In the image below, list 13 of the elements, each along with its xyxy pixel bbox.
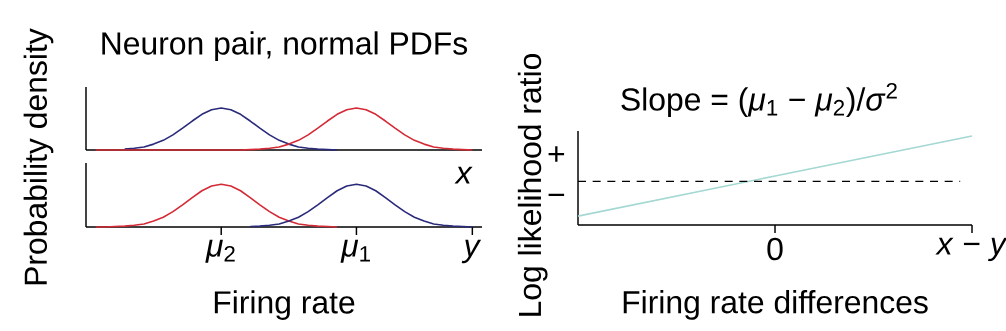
text: + (548, 146, 565, 162)
x-axis-title: x (454, 166, 473, 184)
y-axis-title: Probability density (23, 28, 54, 285)
y-axis-title: Log likelihood ratio (517, 54, 548, 316)
x-tick-label: μ$_{2}$ (205, 239, 235, 263)
text: − (548, 193, 565, 197)
x-axis-title: Firing rate differences (623, 290, 928, 320)
chart-title: Neuron pair, normal PDFs (102, 31, 468, 62)
x-tick-label: 0 (767, 237, 783, 261)
x-tick-label: y (461, 239, 482, 264)
x-tick-label: μ$_{1}$ (340, 239, 370, 263)
text: Slope = (μ$_{1}$ − μ$_{2}$)/σ$^{2}$ (621, 82, 897, 118)
x-axis-title: Firing rate (214, 290, 355, 320)
